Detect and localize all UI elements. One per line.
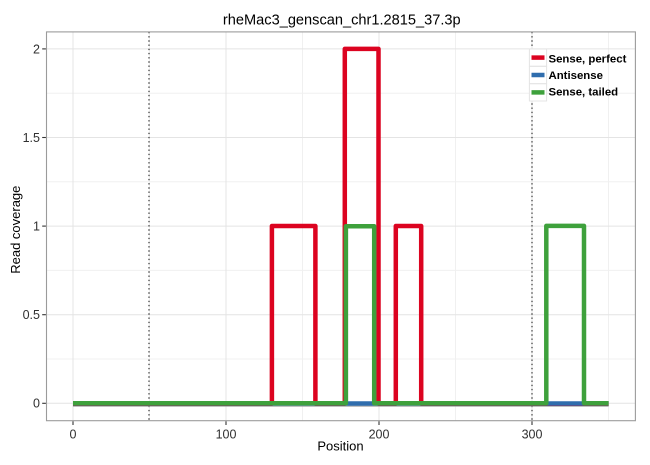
- svg-text:200: 200: [369, 427, 390, 441]
- svg-text:300: 300: [522, 427, 543, 441]
- svg-text:Sense, perfect: Sense, perfect: [549, 53, 627, 65]
- svg-text:Position: Position: [317, 439, 363, 454]
- svg-text:0.5: 0.5: [23, 308, 40, 322]
- svg-text:0: 0: [33, 397, 40, 411]
- svg-text:1.5: 1.5: [23, 131, 40, 145]
- svg-text:0: 0: [70, 427, 77, 441]
- svg-text:1: 1: [33, 220, 40, 234]
- svg-text:Sense, tailed: Sense, tailed: [549, 87, 619, 99]
- svg-text:Antisense: Antisense: [549, 70, 603, 82]
- svg-text:2: 2: [33, 42, 40, 56]
- svg-text:rheMac3_genscan_chr1.2815_37.3: rheMac3_genscan_chr1.2815_37.3p: [223, 12, 461, 28]
- svg-text:Read coverage: Read coverage: [8, 186, 23, 274]
- svg-text:100: 100: [216, 427, 237, 441]
